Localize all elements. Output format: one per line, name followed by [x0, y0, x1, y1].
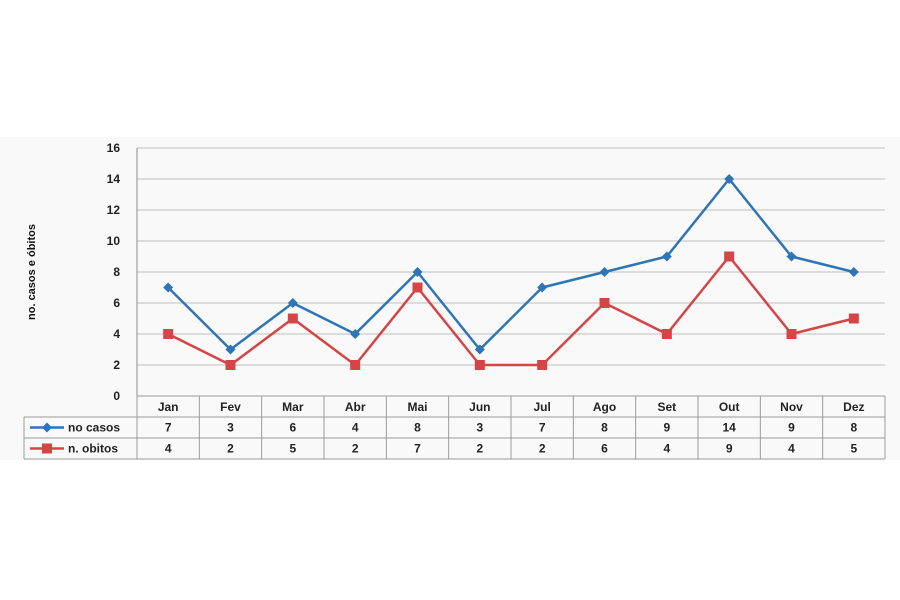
x-tick-label: Abr — [345, 400, 366, 414]
data-label: 2 — [227, 442, 234, 456]
data-label: 6 — [289, 421, 296, 435]
x-tick-label: Jul — [533, 400, 550, 414]
data-label: 4 — [165, 442, 172, 456]
x-tick-label: Set — [657, 400, 676, 414]
data-point — [661, 329, 672, 339]
data-point — [786, 251, 797, 262]
y-tick-label: 10 — [107, 234, 121, 248]
x-tick-label: Ago — [593, 400, 616, 414]
data-label: 14 — [722, 421, 736, 435]
data-point — [724, 174, 735, 184]
data-label: 9 — [726, 442, 733, 456]
x-tick-label: Nov — [780, 400, 803, 414]
data-label: 4 — [352, 421, 359, 435]
data-point — [786, 329, 797, 339]
y-tick-label: 8 — [113, 265, 120, 279]
legend-label: no casos — [68, 421, 120, 435]
data-label: 8 — [601, 421, 608, 435]
data-label: 7 — [414, 442, 421, 456]
series-lines — [163, 174, 859, 370]
x-tick-label: Jan — [158, 400, 179, 414]
data-label: 5 — [850, 442, 857, 456]
data-point — [287, 313, 298, 324]
data-point — [350, 329, 361, 339]
data-point — [537, 360, 548, 370]
series-line — [167, 177, 855, 351]
data-label: 8 — [414, 421, 421, 435]
data-point — [412, 282, 423, 293]
series-2 — [163, 251, 859, 370]
y-axis-label: no. casos e óbitos — [26, 224, 38, 320]
data-point — [412, 267, 423, 277]
legend-marker — [42, 422, 52, 433]
data-point — [287, 298, 298, 308]
data-label: 2 — [352, 442, 359, 456]
data-point — [225, 360, 236, 370]
data-point — [599, 298, 610, 308]
data-point — [848, 267, 859, 277]
data-point — [848, 313, 859, 324]
data-point — [350, 360, 361, 370]
x-tick-label: Out — [719, 400, 740, 414]
data-point — [474, 344, 485, 355]
data-label: 4 — [788, 442, 795, 456]
data-table: Jan Fev Mar Abr Mai Jun Jul Ago Set Out Nov Dez no c… — [23, 395, 886, 460]
grid-lines — [136, 147, 885, 397]
data-point — [537, 282, 548, 293]
data-point — [599, 267, 610, 277]
x-tick-label: Fev — [220, 400, 241, 414]
data-point — [225, 344, 236, 355]
legend-entry: n. obitos — [30, 442, 118, 456]
data-point — [474, 360, 485, 370]
data-label: 5 — [289, 442, 296, 456]
data-label: 3 — [476, 421, 483, 435]
x-tick-label: Jun — [469, 400, 490, 414]
data-label: 2 — [539, 442, 546, 456]
chart-area: 0 2 4 6 8 10 12 14 16 no. casos e óbitos Jan Fev M… — [0, 137, 900, 460]
y-tick-label: 2 — [113, 358, 120, 372]
x-tick-label: Mar — [282, 400, 304, 414]
data-point — [163, 329, 174, 339]
data-label: 7 — [539, 421, 546, 435]
data-label: 9 — [663, 421, 670, 435]
data-label: 7 — [165, 421, 172, 435]
legend-entry: no casos — [30, 421, 120, 435]
series-line — [167, 255, 855, 367]
y-tick-label: 4 — [113, 327, 120, 341]
x-tick-label: Dez — [843, 400, 864, 414]
y-tick-label: 6 — [113, 296, 120, 310]
y-tick-label: 12 — [107, 203, 121, 217]
data-label: 3 — [227, 421, 234, 435]
x-tick-label: Mai — [407, 400, 427, 414]
y-tick-labels: 0 2 4 6 8 10 12 14 16 — [107, 141, 121, 403]
y-tick-label: 0 — [113, 389, 120, 403]
data-label: 8 — [850, 421, 857, 435]
data-label: 4 — [663, 442, 670, 456]
data-label: 2 — [476, 442, 483, 456]
data-label: 9 — [788, 421, 795, 435]
data-point — [661, 251, 672, 262]
data-point — [163, 282, 174, 293]
data-point — [724, 251, 735, 262]
line-chart: 0 2 4 6 8 10 12 14 16 no. casos e óbitos Jan Fev M… — [23, 141, 886, 460]
series-1 — [163, 174, 859, 355]
y-tick-label: 16 — [107, 141, 121, 155]
legend-label: n. obitos — [68, 442, 118, 456]
data-label: 6 — [601, 442, 608, 456]
y-tick-label: 14 — [107, 172, 121, 186]
legend-marker — [42, 443, 52, 454]
